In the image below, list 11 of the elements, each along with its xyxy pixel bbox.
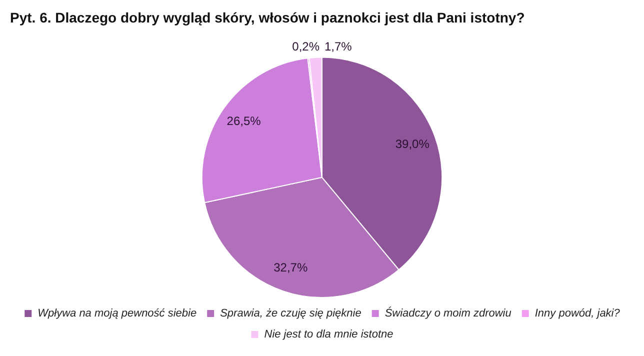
data-label: 1,7% (324, 40, 352, 54)
data-label: 26,5% (226, 114, 262, 128)
legend-label: Nie jest to dla mnie istotne (264, 328, 394, 341)
legend-label: Świadczy o moim zdrowiu (384, 306, 512, 320)
chart-title: Pyt. 6. Dlaczego dobry wygląd skóry, włosów i paznokci jest dla Pani istotny? (10, 9, 525, 26)
legend-label: Wpływa na moją pewność siebie (38, 308, 197, 320)
data-label: 39,0% (395, 137, 430, 152)
legend-label: Inny powód, jaki? (534, 308, 621, 320)
legend-label: Sprawia, że czuję się pięknie (220, 308, 362, 320)
data-label: 32,7% (274, 260, 308, 275)
data-label: 0,2% (292, 40, 320, 54)
